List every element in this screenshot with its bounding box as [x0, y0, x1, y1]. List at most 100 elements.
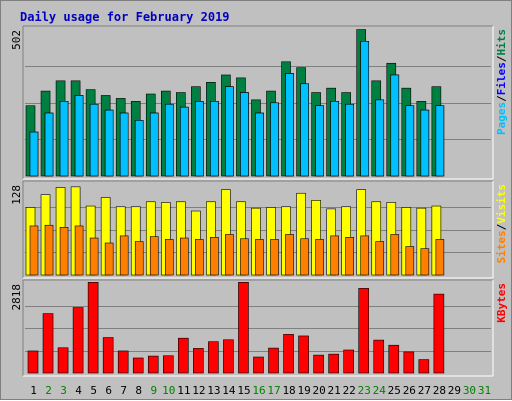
panel-legend: KBytes: [495, 283, 508, 323]
legend-entry: Sites: [495, 230, 508, 263]
bar-pages-day-19: [300, 83, 309, 177]
bar-kbytes-day-25: [388, 344, 400, 374]
bar-pages-day-4: [74, 95, 84, 177]
legend-entry: /: [495, 223, 508, 230]
bar-kbytes-day-7: [117, 350, 129, 374]
day-label-8: 8: [135, 384, 142, 397]
bar-pages-day-12: [195, 101, 204, 177]
bar-pages-day-24: [375, 99, 385, 177]
bar-kbytes-day-17: [268, 347, 279, 374]
day-label-30: 30: [463, 384, 476, 397]
legend-entry: KBytes: [495, 283, 508, 323]
bar-sites-day-14: [225, 234, 234, 276]
day-axis: 1 2 3 4 5 6 7 8 9 10 11 12 13 14 15 16 17 18 19 20 21 22 23 24 2…: [30, 384, 491, 397]
bar-pages-day-21: [330, 101, 339, 177]
bar-kbytes-day-2: [42, 313, 54, 374]
legend-entry: Files: [495, 62, 508, 95]
bar-pages-day-25: [390, 74, 400, 177]
bar-sites-day-8: [134, 241, 144, 276]
bar-kbytes-day-22: [343, 349, 354, 374]
day-label-29: 29: [448, 384, 461, 397]
bar-sites-day-1: [29, 225, 39, 276]
bar-pages-day-18: [285, 73, 294, 177]
bar-pages-day-26: [405, 105, 415, 177]
day-label-24: 24: [373, 384, 387, 397]
day-label-21: 21: [328, 384, 341, 397]
panel-visits-sites: 128 Sites/Visits: [10, 180, 508, 279]
day-label-4: 4: [75, 384, 82, 397]
bar-kbytes-day-16: [253, 356, 264, 374]
day-label-11: 11: [177, 384, 190, 397]
day-label-12: 12: [192, 384, 205, 397]
bar-pages-day-20: [315, 105, 324, 177]
legend-entry: Visits: [495, 184, 508, 224]
day-label-20: 20: [313, 384, 326, 397]
panel-hits-files-pages: 502 Pages/Files/Hits: [10, 25, 508, 180]
axis-max-label: 502: [10, 30, 23, 50]
axis-max-label: 128: [10, 185, 23, 205]
bar-pages-day-10: [164, 103, 174, 177]
bar-pages-day-16: [255, 112, 264, 177]
bar-pages-day-14: [225, 86, 234, 177]
bar-sites-day-27: [420, 248, 430, 276]
bar-pages-day-3: [59, 101, 69, 177]
bar-sites-day-25: [390, 234, 400, 276]
bar-kbytes-day-23: [358, 288, 370, 374]
day-label-18: 18: [282, 384, 295, 397]
panel-kbytes: 2818 KBytes: [10, 279, 508, 377]
bar-kbytes-day-24: [373, 339, 385, 374]
bar-pages-day-5: [89, 103, 99, 177]
bar-kbytes-day-27: [418, 359, 430, 374]
bar-kbytes-day-21: [328, 353, 339, 374]
bar-kbytes-day-5: [87, 281, 99, 374]
bar-pages-day-28: [435, 105, 445, 177]
bar-kbytes-day-26: [403, 351, 415, 374]
bar-sites-day-6: [104, 242, 114, 276]
day-label-31: 31: [478, 384, 491, 397]
bar-pages-day-22: [345, 103, 354, 177]
bar-kbytes-day-12: [193, 348, 204, 374]
panel-legend: Pages/Files/Hits: [495, 29, 508, 135]
bar-sites-day-7: [119, 235, 129, 276]
bar-pages-day-11: [180, 106, 189, 177]
bar-kbytes-day-13: [208, 341, 219, 374]
bar-sites-day-9: [149, 236, 159, 276]
day-label-13: 13: [207, 384, 220, 397]
bar-sites-day-13: [210, 237, 219, 276]
bar-sites-day-11: [180, 237, 189, 276]
bar-sites-day-16: [255, 239, 264, 276]
bar-sites-day-26: [405, 246, 415, 276]
bar-sites-day-20: [315, 239, 324, 276]
day-label-15: 15: [237, 384, 250, 397]
bar-pages-day-13: [210, 101, 219, 177]
bar-sites-day-28: [435, 239, 445, 276]
bar-sites-day-21: [330, 235, 339, 276]
bar-sites-day-17: [270, 239, 279, 276]
day-label-28: 28: [433, 384, 446, 397]
bar-sites-day-10: [164, 239, 174, 276]
bar-kbytes-day-8: [132, 357, 144, 374]
bar-sites-day-2: [44, 224, 54, 276]
bar-pages-day-2: [44, 112, 54, 177]
chart-panels: 502 Pages/Files/Hits 128 Sites/Visits 2818 KB…: [10, 25, 508, 377]
bar-sites-day-5: [89, 237, 99, 276]
bar-kbytes-day-10: [162, 355, 174, 374]
panel-legend: Sites/Visits: [495, 184, 508, 264]
bar-kbytes-day-4: [72, 307, 84, 374]
bar-kbytes-day-14: [223, 339, 234, 374]
day-label-25: 25: [388, 384, 401, 397]
day-label-2: 2: [45, 384, 52, 397]
bar-pages-day-15: [240, 92, 249, 177]
bar-sites-day-22: [345, 237, 354, 276]
bar-sites-day-19: [300, 238, 309, 276]
bar-kbytes-day-1: [27, 350, 39, 374]
day-label-26: 26: [403, 384, 416, 397]
bar-sites-day-18: [285, 234, 294, 276]
bar-pages-day-23: [360, 40, 370, 177]
day-label-23: 23: [358, 384, 371, 397]
bar-sites-day-4: [74, 225, 84, 276]
chart-title: Daily usage for February 2019: [20, 10, 230, 24]
bar-sites-day-3: [59, 227, 69, 276]
bar-kbytes-day-11: [178, 337, 189, 374]
bar-sites-day-24: [375, 241, 385, 276]
